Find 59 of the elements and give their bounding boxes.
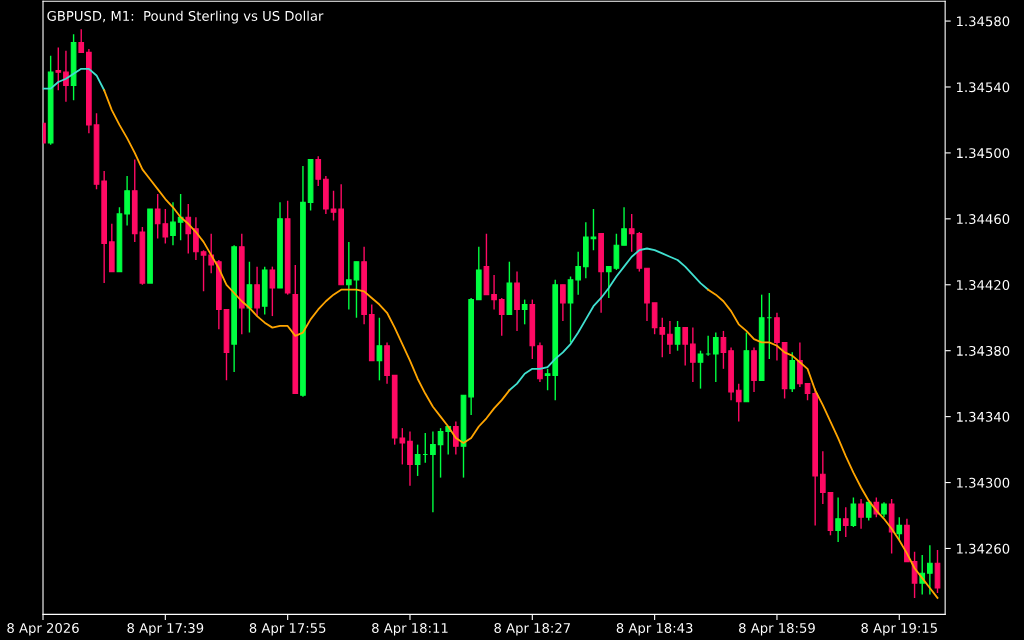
- candlestick: [345, 241, 352, 311]
- candlestick: [55, 46, 62, 91]
- candlestick: [498, 297, 505, 337]
- candlestick: [858, 498, 864, 530]
- candlestick: [315, 155, 322, 187]
- candlestick: [269, 265, 276, 317]
- candlestick: [735, 382, 742, 423]
- x-tick-label: 8 Apr 17:55: [249, 622, 326, 636]
- candlestick: [254, 265, 260, 317]
- candlestick: [193, 216, 199, 261]
- candlestick: [124, 175, 130, 227]
- candlestick: [697, 349, 704, 390]
- y-tick-label: 1.34540: [957, 82, 1010, 93]
- y-tick-label: 1.34340: [957, 411, 1010, 422]
- candlestick: [865, 501, 872, 522]
- candlestick: [78, 28, 85, 54]
- x-tick-label: 8 Apr 17:39: [127, 622, 204, 636]
- candlestick: [720, 330, 727, 370]
- candlestick: [712, 331, 719, 383]
- candlestick: [521, 298, 528, 326]
- candlestick: [682, 326, 689, 367]
- candlestick: [927, 544, 933, 596]
- candlestick: [842, 506, 849, 538]
- candlestick: [819, 450, 826, 505]
- candlestick: [170, 201, 176, 246]
- y-tick-label: 1.34300: [957, 477, 1010, 488]
- x-tick-label: 8 Apr 18:59: [739, 622, 815, 636]
- candlestick: [850, 496, 857, 528]
- y-tick-label: 1.34420: [957, 279, 1010, 290]
- candlestick: [376, 317, 383, 382]
- candlestick: [414, 443, 421, 477]
- text: GBPUSD, M1: Pound Sterling vs US Dollar: [47, 10, 324, 24]
- candlestick: [246, 260, 253, 334]
- y-tick-label: 1.34500: [957, 148, 1010, 159]
- candlestick: [407, 430, 413, 487]
- x-tick-label: 8 Apr 2026: [7, 622, 79, 636]
- candlestick: [674, 320, 681, 352]
- candlestick: [896, 516, 903, 541]
- x-tick-label: 8 Apr 18:43: [616, 622, 693, 636]
- candlestick: [560, 284, 566, 322]
- candlestick: [797, 341, 803, 388]
- candlestick: [575, 251, 582, 296]
- x-tick-label: 8 Apr 19:15: [861, 622, 937, 636]
- y-tick-label: 1.34580: [957, 16, 1010, 27]
- y-tick-label: 1.34380: [957, 345, 1010, 356]
- candlestick: [621, 206, 627, 246]
- y-tick-label: 1.34460: [957, 214, 1010, 225]
- candlestick: [667, 320, 673, 355]
- candlestick: [835, 496, 841, 543]
- candlestick: [567, 275, 574, 344]
- candlestick: [690, 326, 696, 383]
- x-tick-label: 8 Apr 18:11: [372, 622, 448, 636]
- x-tick-label: 8 Apr 18:27: [494, 622, 570, 636]
- candlestick: [590, 208, 597, 251]
- candlestick: [63, 50, 69, 103]
- y-tick-label: 1.34260: [957, 543, 1010, 554]
- candlestick: [330, 190, 337, 222]
- candlestick: [430, 430, 436, 513]
- candlestick: [491, 274, 497, 311]
